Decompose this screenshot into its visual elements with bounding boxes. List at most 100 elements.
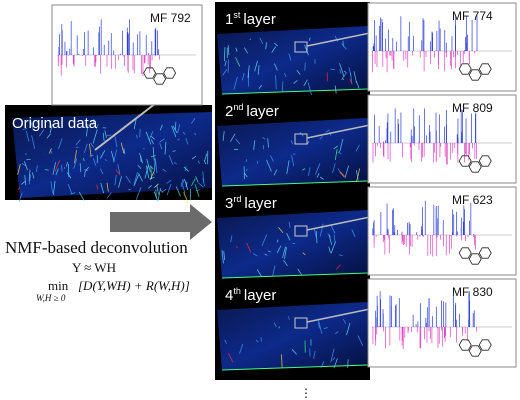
layer-suffix: nd xyxy=(233,102,243,112)
streak xyxy=(29,118,34,131)
method-title: NMF-based deconvolution xyxy=(5,238,188,257)
streak xyxy=(75,139,81,146)
streak xyxy=(235,57,241,67)
streak xyxy=(181,178,185,188)
streak xyxy=(307,82,312,96)
streak xyxy=(52,162,57,175)
streak xyxy=(120,142,125,154)
streak xyxy=(164,141,167,155)
streak xyxy=(143,147,145,150)
callout xyxy=(306,32,371,47)
streak xyxy=(297,268,302,276)
streak xyxy=(338,254,343,257)
streak xyxy=(203,160,207,165)
streak xyxy=(342,318,346,324)
streak xyxy=(268,250,271,253)
streak xyxy=(339,63,345,77)
layer-panel xyxy=(217,26,368,94)
streak xyxy=(296,70,301,75)
streak xyxy=(332,357,336,361)
streak xyxy=(247,65,250,79)
streak xyxy=(136,134,138,139)
streak xyxy=(355,144,360,152)
streak xyxy=(328,234,333,245)
streak xyxy=(133,174,140,187)
roi xyxy=(294,41,308,53)
streak xyxy=(17,164,21,175)
streak xyxy=(330,348,335,363)
streak xyxy=(22,127,28,131)
streak xyxy=(148,130,154,141)
streak xyxy=(333,145,339,150)
streak xyxy=(39,129,45,137)
streak xyxy=(172,150,176,152)
streak xyxy=(286,160,290,175)
streak xyxy=(337,168,342,174)
layer-suffix: rd xyxy=(233,194,241,204)
layer-suffix: st xyxy=(233,10,241,20)
streak xyxy=(230,133,236,142)
streak xyxy=(150,135,155,140)
streak xyxy=(318,322,323,334)
streak xyxy=(356,168,361,183)
inset-label: MF 830 xyxy=(452,285,493,299)
streak xyxy=(280,354,283,368)
streak xyxy=(222,69,228,76)
continuation: ⋮ xyxy=(300,386,312,400)
streak xyxy=(320,361,325,369)
streak xyxy=(90,142,95,149)
streak xyxy=(235,47,238,52)
streak xyxy=(100,182,105,194)
streak xyxy=(174,121,177,130)
streak xyxy=(230,235,233,243)
streak xyxy=(258,84,263,89)
streak xyxy=(315,230,318,244)
layer-number: 1 xyxy=(225,11,233,28)
roi xyxy=(294,133,308,145)
streak xyxy=(276,245,282,254)
streak xyxy=(96,184,98,190)
streak xyxy=(224,339,227,344)
streak xyxy=(278,227,284,233)
streak xyxy=(262,137,266,140)
streak xyxy=(125,175,131,183)
streak xyxy=(92,158,97,166)
streak xyxy=(154,158,156,171)
streak xyxy=(58,138,63,150)
streak xyxy=(291,155,295,167)
streak xyxy=(195,176,199,183)
streak xyxy=(74,150,77,164)
streak xyxy=(246,168,248,172)
streak xyxy=(319,136,323,140)
streak xyxy=(330,224,336,234)
streak xyxy=(202,171,205,183)
streak xyxy=(273,42,279,47)
streak xyxy=(288,53,292,61)
streak xyxy=(63,167,66,169)
layer-word: layer xyxy=(244,287,277,304)
streak xyxy=(256,269,262,277)
inset-label: MF 792 xyxy=(150,11,191,25)
streak xyxy=(241,72,245,81)
streak xyxy=(118,176,122,188)
streak xyxy=(162,168,167,172)
inset-label: MF 623 xyxy=(452,193,493,207)
streak xyxy=(227,59,230,73)
streak xyxy=(353,71,357,83)
streak xyxy=(333,234,336,244)
streak xyxy=(275,75,277,90)
inset xyxy=(367,94,517,184)
streak xyxy=(261,234,268,247)
streak xyxy=(156,184,159,195)
streak xyxy=(32,172,35,179)
ring xyxy=(153,73,167,85)
streak xyxy=(245,159,248,163)
streak xyxy=(144,165,149,179)
streak xyxy=(257,65,260,75)
streak xyxy=(233,76,238,90)
streak xyxy=(253,253,258,257)
streak xyxy=(302,252,306,256)
panel-edge xyxy=(221,88,369,95)
streak xyxy=(161,189,167,193)
